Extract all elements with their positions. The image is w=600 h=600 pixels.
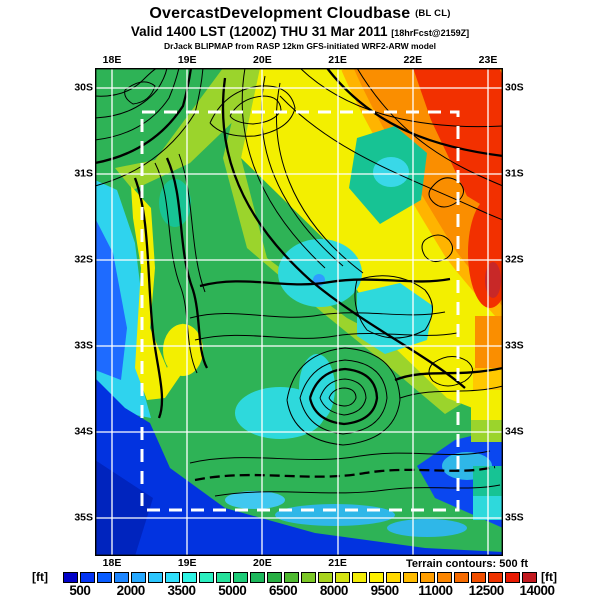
dashed-domain-box [140, 110, 460, 512]
colorbar-tick-label: 9500 [370, 583, 400, 598]
latlon-grid-lines [95, 68, 503, 556]
terrain-contour-lines [95, 68, 503, 497]
lon-label-top: 23E [478, 54, 498, 66]
lon-label-bottom: 19E [177, 557, 197, 569]
colorbar-segment [199, 572, 214, 583]
colorbar-segment [216, 572, 231, 583]
valid-time-line: Valid 1400 LST (1200Z) THU 31 Mar 2011 [… [0, 24, 600, 39]
lon-label-top: 19E [177, 54, 197, 66]
lon-label-top: 21E [328, 54, 347, 66]
colorbar-segment [369, 572, 384, 583]
colorbar-tick-labels: 500 2000 3500 5000 6500 8000 9500 11000 12500 140… [63, 583, 555, 600]
colorbar-segment [437, 572, 452, 583]
colorbar-segment [488, 572, 503, 583]
colorbar-tick-label: 12500 [468, 583, 505, 598]
colorbar-segment [386, 572, 401, 583]
colorbar-segment [148, 572, 163, 583]
unit-label-left: [ft] [32, 570, 48, 584]
colorbar-segment [505, 572, 520, 583]
unit-label-right: [ft] [541, 570, 557, 584]
colorbar-tick-label: 2000 [116, 583, 146, 598]
lat-label-left: 33S [74, 339, 93, 352]
colorbar-segment [63, 572, 78, 583]
lat-label-left: 32S [74, 253, 93, 266]
colorbar-segment [352, 572, 367, 583]
colorbar-segment [420, 572, 435, 583]
colorbar-segment [165, 572, 180, 583]
colorbar-segment [114, 572, 129, 583]
lat-label-left: 31S [74, 167, 93, 180]
colorbar-tick-label: 6500 [269, 583, 298, 598]
lat-label-right: 31S [505, 167, 524, 180]
lat-label-right: 30S [505, 81, 524, 94]
page-title: OvercastDevelopment Cloudbase (BL CL) [0, 5, 600, 23]
title-parameter-code: (BL CL) [415, 8, 451, 19]
title-text: OvercastDevelopment Cloudbase [149, 5, 411, 22]
colorbar-segment [284, 572, 299, 583]
lon-label-bottom: 18E [102, 557, 122, 569]
colorbar-tick-label: 5000 [218, 583, 247, 598]
colorbar-segment [80, 572, 95, 583]
colorbar-segment [250, 572, 265, 583]
lat-label-right: 35S [505, 511, 524, 524]
colorbar-segment [267, 572, 282, 583]
colorbar-segment [301, 572, 316, 583]
cloudbase-colorbar [63, 572, 537, 583]
lat-label-left: 34S [74, 425, 93, 438]
colorbar-segment [97, 572, 112, 583]
colorbar-segment [454, 572, 469, 583]
valid-time-text: Valid 1400 LST (1200Z) THU 31 Mar 2011 [130, 24, 388, 39]
lat-label-left: 30S [74, 81, 93, 94]
colorbar-tick-label: 500 [69, 583, 91, 598]
colorbar-segment [182, 572, 197, 583]
lon-label-top: 22E [403, 54, 423, 66]
lon-label-top: 18E [102, 54, 122, 66]
colorbar-segment [335, 572, 350, 583]
map-border [95, 68, 503, 556]
lat-label-right: 32S [505, 253, 524, 266]
filled-contour-map [95, 68, 503, 556]
lon-label-bottom: 21E [328, 557, 347, 569]
colorbar-tick-label: 8000 [319, 583, 349, 598]
lat-label-right: 33S [505, 339, 524, 352]
lat-label-right: 34S [505, 425, 524, 438]
lon-label-top: 20E [253, 54, 272, 66]
colorbar-segment [403, 572, 418, 583]
map-canvas [95, 68, 503, 556]
forecast-offset-text: [18hrFcst@2159Z] [391, 28, 470, 38]
colorbar-segment [233, 572, 248, 583]
colorbar-segment [318, 572, 333, 583]
terrain-contour-note: Terrain contours: 500 ft [405, 558, 528, 570]
lon-label-bottom: 20E [253, 557, 272, 569]
lat-label-left: 35S [74, 511, 93, 524]
colorbar-tick-label: 3500 [167, 583, 196, 598]
model-attribution-line: DrJack BLIPMAP from RASP 12km GFS-initia… [163, 41, 437, 51]
colorbar-segment [131, 572, 146, 583]
colorbar-tick-label: 14000 [519, 583, 555, 598]
colorbar-tick-label: 11000 [418, 583, 453, 598]
colorbar-segment [522, 572, 537, 583]
colorbar-segment [471, 572, 486, 583]
